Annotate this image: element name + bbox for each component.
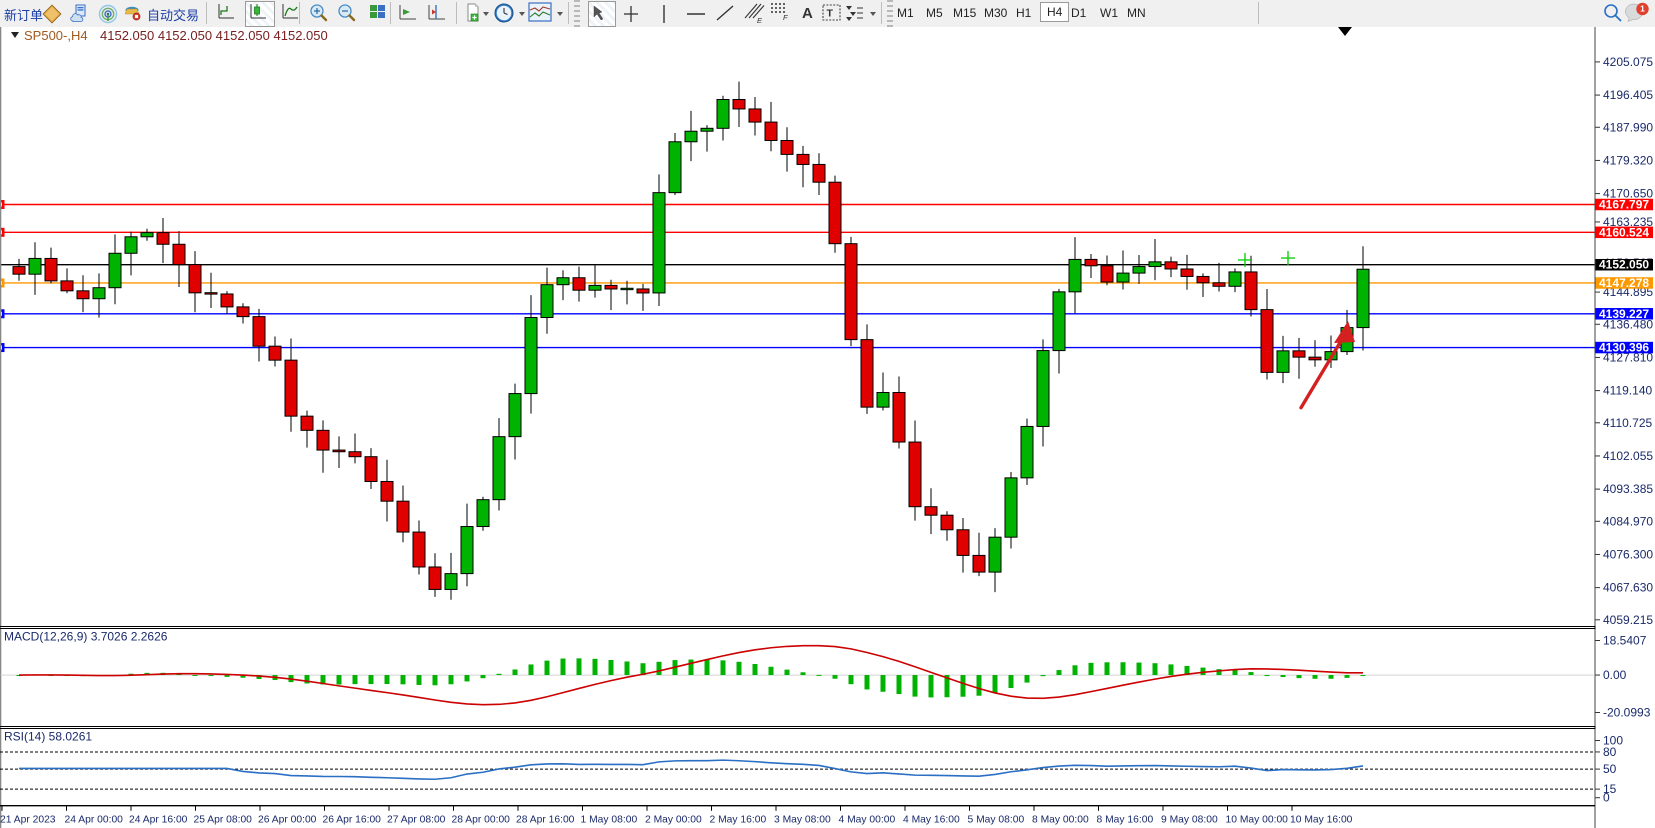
svg-text:E: E <box>757 16 763 24</box>
svg-text:28 Apr 00:00: 28 Apr 00:00 <box>452 815 511 826</box>
svg-text:8 May 16:00: 8 May 16:00 <box>1097 815 1154 826</box>
svg-text:2 May 00:00: 2 May 00:00 <box>645 815 702 826</box>
svg-text:1: 1 <box>1640 4 1645 14</box>
svg-text:4160.524: 4160.524 <box>1599 225 1649 239</box>
svg-text:9 May 08:00: 9 May 08:00 <box>1161 815 1218 826</box>
svg-text:21 Apr 2023: 21 Apr 2023 <box>0 815 56 826</box>
svg-text:4147.278: 4147.278 <box>1599 276 1649 290</box>
svg-text:50: 50 <box>1603 762 1617 776</box>
svg-text:4196.405: 4196.405 <box>1603 88 1653 102</box>
svg-text:4 May 16:00: 4 May 16:00 <box>903 815 960 826</box>
svg-text:4084.970: 4084.970 <box>1603 514 1653 528</box>
svg-text:4067.630: 4067.630 <box>1603 581 1653 595</box>
svg-text:4152.050 4152.050 4152.050 415: 4152.050 4152.050 4152.050 4152.050 <box>100 28 328 43</box>
svg-text:4119.140: 4119.140 <box>1603 384 1652 398</box>
svg-text:4152.050: 4152.050 <box>1599 258 1649 272</box>
svg-text:28 Apr 16:00: 28 Apr 16:00 <box>516 815 575 826</box>
svg-text:4102.055: 4102.055 <box>1603 449 1653 463</box>
svg-text:8 May 00:00: 8 May 00:00 <box>1032 815 1089 826</box>
svg-text:24 Apr 16:00: 24 Apr 16:00 <box>129 815 188 826</box>
svg-text:4130.396: 4130.396 <box>1599 341 1649 355</box>
svg-text:F: F <box>783 13 788 21</box>
svg-text:10 May 16:00: 10 May 16:00 <box>1290 815 1353 826</box>
svg-text:MACD(12,26,9) 3.7026 2.2626: MACD(12,26,9) 3.7026 2.2626 <box>4 630 168 644</box>
svg-text:RSI(14) 58.0261: RSI(14) 58.0261 <box>4 730 92 744</box>
svg-text:4059.215: 4059.215 <box>1603 613 1653 627</box>
svg-text:26 Apr 00:00: 26 Apr 00:00 <box>258 815 317 826</box>
svg-text:4187.990: 4187.990 <box>1603 120 1653 134</box>
svg-text:5 May 08:00: 5 May 08:00 <box>968 815 1025 826</box>
svg-text:10 May 00:00: 10 May 00:00 <box>1226 815 1289 826</box>
svg-text:0: 0 <box>1603 791 1610 805</box>
svg-text:3 May 08:00: 3 May 08:00 <box>774 815 831 826</box>
svg-text:24 Apr 00:00: 24 Apr 00:00 <box>65 815 124 826</box>
svg-text:0.00: 0.00 <box>1603 668 1627 682</box>
svg-text:SP500-,H4: SP500-,H4 <box>24 28 88 43</box>
svg-text:4179.320: 4179.320 <box>1603 153 1653 167</box>
svg-text:18.5407: 18.5407 <box>1603 634 1647 648</box>
svg-text:26 Apr 16:00: 26 Apr 16:00 <box>323 815 382 826</box>
svg-text:-20.0993: -20.0993 <box>1603 706 1651 720</box>
svg-text:4205.075: 4205.075 <box>1603 55 1653 69</box>
svg-text:2 May 16:00: 2 May 16:00 <box>710 815 767 826</box>
svg-text:T: T <box>827 8 834 20</box>
svg-text:4093.385: 4093.385 <box>1603 482 1653 496</box>
svg-text:4076.300: 4076.300 <box>1603 547 1653 561</box>
svg-text:4139.227: 4139.227 <box>1599 307 1649 321</box>
svg-text:4110.725: 4110.725 <box>1603 416 1652 430</box>
svg-text:27 Apr 08:00: 27 Apr 08:00 <box>387 815 446 826</box>
svg-text:4167.797: 4167.797 <box>1599 198 1649 212</box>
svg-text:4 May 00:00: 4 May 00:00 <box>839 815 896 826</box>
svg-text:25 Apr 08:00: 25 Apr 08:00 <box>194 815 253 826</box>
svg-text:80: 80 <box>1603 745 1617 759</box>
svg-text:1 May 08:00: 1 May 08:00 <box>581 815 638 826</box>
